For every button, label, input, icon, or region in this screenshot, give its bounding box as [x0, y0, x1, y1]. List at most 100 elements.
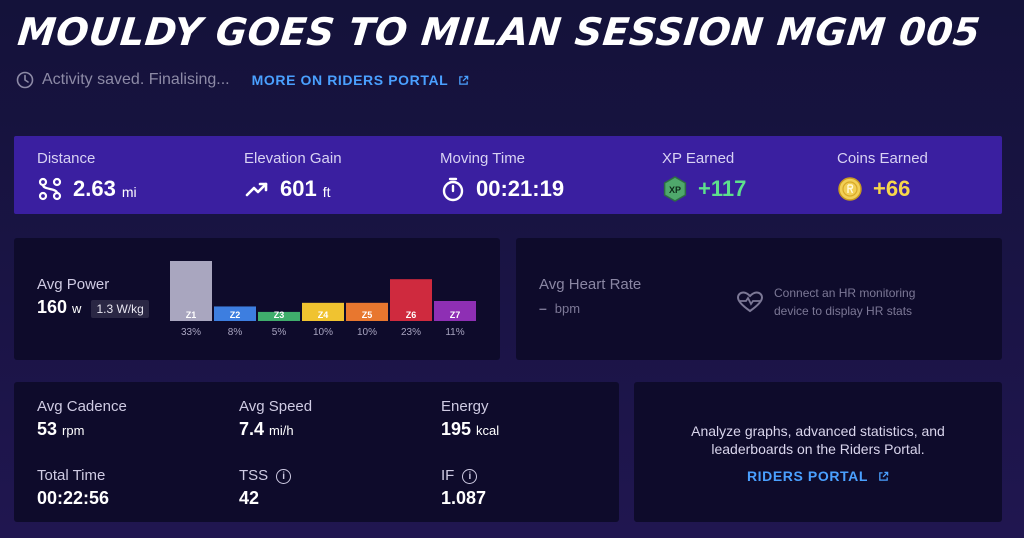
total-time-label: Total Time [37, 467, 106, 484]
energy-label: Energy [441, 398, 489, 415]
distance-label: Distance [37, 150, 96, 167]
energy-unit: kcal [476, 423, 500, 438]
riders-portal-promo-card: Analyze graphs, advanced statistics, and… [634, 382, 1002, 522]
avg-cadence-label: Avg Cadence [37, 398, 127, 415]
coin-icon [838, 177, 862, 201]
zone-bar-z7 [434, 301, 476, 321]
zone-label-z2: Z2 [230, 310, 241, 320]
distance-value: 2.63 [73, 176, 116, 201]
xp-badge-icon: XP [663, 176, 687, 202]
tss-value: 42 [239, 488, 260, 508]
zone-bar-z6 [390, 279, 432, 321]
zone-label-z7: Z7 [450, 310, 461, 320]
zone-percent-z4: 10% [313, 327, 333, 338]
zone-label-z3: Z3 [274, 310, 285, 320]
zone-percent-z7: 11% [445, 327, 464, 338]
page-title: MOULDY GOES TO MILAN SESSION MGM 005 [15, 10, 983, 54]
stopwatch-icon [442, 177, 464, 202]
xp-value: +117 [698, 176, 747, 201]
avg-power-value: 160 [37, 297, 68, 317]
trending-up-icon [245, 182, 268, 197]
hr-connect-hint: Connect an HR monitoring device to displ… [736, 284, 915, 320]
energy-value: 195 [441, 419, 472, 439]
promo-text: Analyze graphs, advanced statistics, and… [634, 422, 1002, 458]
tss-value-row: 42 [239, 488, 259, 509]
tss-label-row: TSS i [239, 467, 292, 484]
moving-time-label: Moving Time [440, 150, 526, 167]
avg-power-label: Avg Power [37, 276, 110, 293]
zone-label-z4: Z4 [318, 310, 329, 320]
avg-speed-value: 7.4 [239, 419, 265, 439]
avg-power-value-row: 160 w 1.3 W/kg [37, 297, 149, 318]
heart-rate-value-row: – bpm [539, 300, 580, 316]
zone-percent-z6: 23% [401, 327, 421, 338]
power-card: Avg Power 160 w 1.3 W/kg Z1 33% Z2 8% Z3 5% Z4… [14, 238, 500, 360]
avg-speed-label: Avg Speed [239, 398, 313, 415]
zone-label-z1: Z1 [186, 310, 197, 320]
power-zone-chart: Z1 33% Z2 8% Z3 5% Z4 10% Z5 10% Z6 23% Z7 11% [170, 248, 480, 350]
zone-label-z6: Z6 [406, 310, 417, 320]
energy-value-row: 195 kcal [441, 419, 499, 440]
distance-unit: mi [121, 184, 137, 200]
zone-bar-z4 [302, 302, 344, 321]
riders-portal-link-label: MORE ON RIDERS PORTAL [251, 72, 449, 88]
riders-portal-link-text: RIDERS PORTAL [746, 468, 869, 484]
xp-badge-text: XP [669, 185, 681, 195]
xp-stat: XP Earned XP +117 [662, 150, 746, 203]
tss-label: TSS [239, 467, 269, 484]
coins-stat: Coins Earned +66 [837, 150, 928, 203]
zone-percent-z3: 5% [272, 327, 287, 338]
xp-label: XP Earned [662, 150, 735, 167]
elevation-stat: Elevation Gain 601 ft [244, 150, 342, 203]
hr-connect-line2: device to display HR stats [774, 304, 913, 318]
wkg-badge: 1.3 W/kg [91, 300, 149, 318]
avg-cadence-value-row: 53 rpm [37, 419, 84, 440]
zone-bar-z2 [214, 306, 256, 321]
if-value-row: 1.087 [441, 488, 486, 509]
if-label: IF [441, 467, 455, 484]
summary-bar: Distance 2.63 mi Elevation Gain 601 ft M… [14, 136, 1002, 214]
heart-rate-value: – [539, 300, 547, 316]
stats-card: Avg Cadence 53 rpm Avg Speed 7.4 mi/h En… [14, 382, 619, 522]
avg-cadence-value: 53 [37, 419, 58, 439]
promo-line1: Analyze graphs, advanced statistics, and [691, 423, 945, 439]
hr-connect-line1: Connect an HR monitoring [774, 286, 916, 300]
more-on-riders-portal-link[interactable]: MORE ON RIDERS PORTAL [252, 72, 470, 88]
power-zone-svg: Z1 33% Z2 8% Z3 5% Z4 10% Z5 10% Z6 23% Z7 11% [170, 261, 476, 338]
heart-rate-unit: bpm [554, 301, 581, 316]
zone-label-z5: Z5 [362, 310, 373, 320]
external-link-icon [459, 75, 469, 85]
total-time-value: 00:22:56 [37, 488, 110, 508]
tss-info-icon[interactable]: i [276, 468, 292, 484]
avg-heart-rate-label: Avg Heart Rate [539, 276, 642, 293]
status-row: Activity saved. Finalising... MORE ON RI… [16, 70, 469, 90]
zone-bar-z5 [346, 302, 388, 321]
avg-speed-value-row: 7.4 mi/h [239, 419, 294, 440]
riders-portal-link[interactable]: RIDERS PORTAL [634, 468, 1002, 484]
total-time-value-row: 00:22:56 [37, 488, 109, 509]
heart-pulse-icon [736, 291, 764, 313]
route-icon [38, 177, 62, 201]
if-value: 1.087 [441, 488, 487, 508]
heart-rate-card: Avg Heart Rate – bpm Connect an HR monit… [516, 238, 1002, 360]
if-label-row: IF i [441, 467, 478, 484]
clock-icon [16, 71, 34, 89]
zone-bar-z3 [258, 311, 300, 321]
zone-percent-z5: 10% [357, 327, 377, 338]
zone-percent-z1: 33% [181, 327, 201, 338]
elevation-unit: ft [322, 184, 331, 200]
moving-time-stat: Moving Time 00:21:19 [440, 150, 564, 203]
zone-percent-z2: 8% [228, 327, 243, 338]
avg-power-unit: w [72, 301, 82, 316]
promo-line2: leaderboards on the Riders Portal. [711, 441, 925, 457]
moving-time-value: 00:21:19 [476, 176, 565, 201]
if-info-icon[interactable]: i [462, 468, 478, 484]
elevation-label: Elevation Gain [244, 150, 342, 167]
external-link-icon [879, 471, 889, 481]
coins-label: Coins Earned [837, 150, 928, 167]
coins-value: +66 [873, 176, 911, 201]
avg-cadence-unit: rpm [62, 423, 85, 438]
zone-bar-z1 [170, 261, 212, 321]
avg-speed-unit: mi/h [269, 423, 294, 438]
elevation-value: 601 [280, 176, 317, 201]
